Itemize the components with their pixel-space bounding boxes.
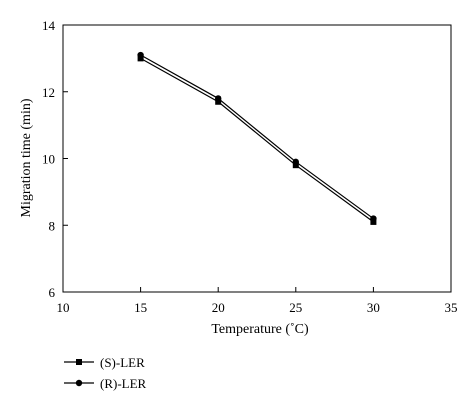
series-layer [137,51,377,225]
data-point [292,162,299,169]
series-1 [137,55,377,225]
data-point [137,55,144,62]
data-point [370,218,377,225]
x-tick-label: 30 [367,300,380,315]
x-tick-label: 10 [57,300,70,315]
legend-label: (R)-LER [100,376,147,391]
data-point [292,158,299,166]
data-point [370,215,377,222]
data-point [215,98,222,105]
y-axis-label: Migration time (min) [19,98,34,217]
y-tick-label: 12 [42,85,55,100]
x-tick-label: 20 [212,300,225,315]
plot-frame [62,24,452,293]
y-tick-label: 10 [42,152,55,167]
data-point [215,95,222,102]
legend: (S)-LER (R)-LER [64,355,147,391]
x-tick-label: 35 [445,300,458,315]
axes [62,24,452,293]
series-line [140,54,374,220]
series-line [140,57,374,223]
x-axis-label: Temperature (˚C) [211,322,309,337]
y-tick-label: 6 [49,285,56,300]
tick-layer: 10 15 20 25 30 35 6 8 10 12 14 [42,18,458,315]
legend-label: (S)-LER [100,355,145,370]
legend-marker-square-icon [76,359,82,365]
series-2 [137,51,377,222]
legend-marker-circle-icon [75,379,83,387]
legend-entry: (R)-LER [64,376,147,391]
x-tick-label: 25 [289,300,302,315]
data-point [137,51,144,59]
y-tick-label: 8 [49,218,56,233]
y-tick-label: 14 [42,18,56,33]
x-tick-label: 15 [134,300,147,315]
legend-entry: (S)-LER [64,355,145,370]
